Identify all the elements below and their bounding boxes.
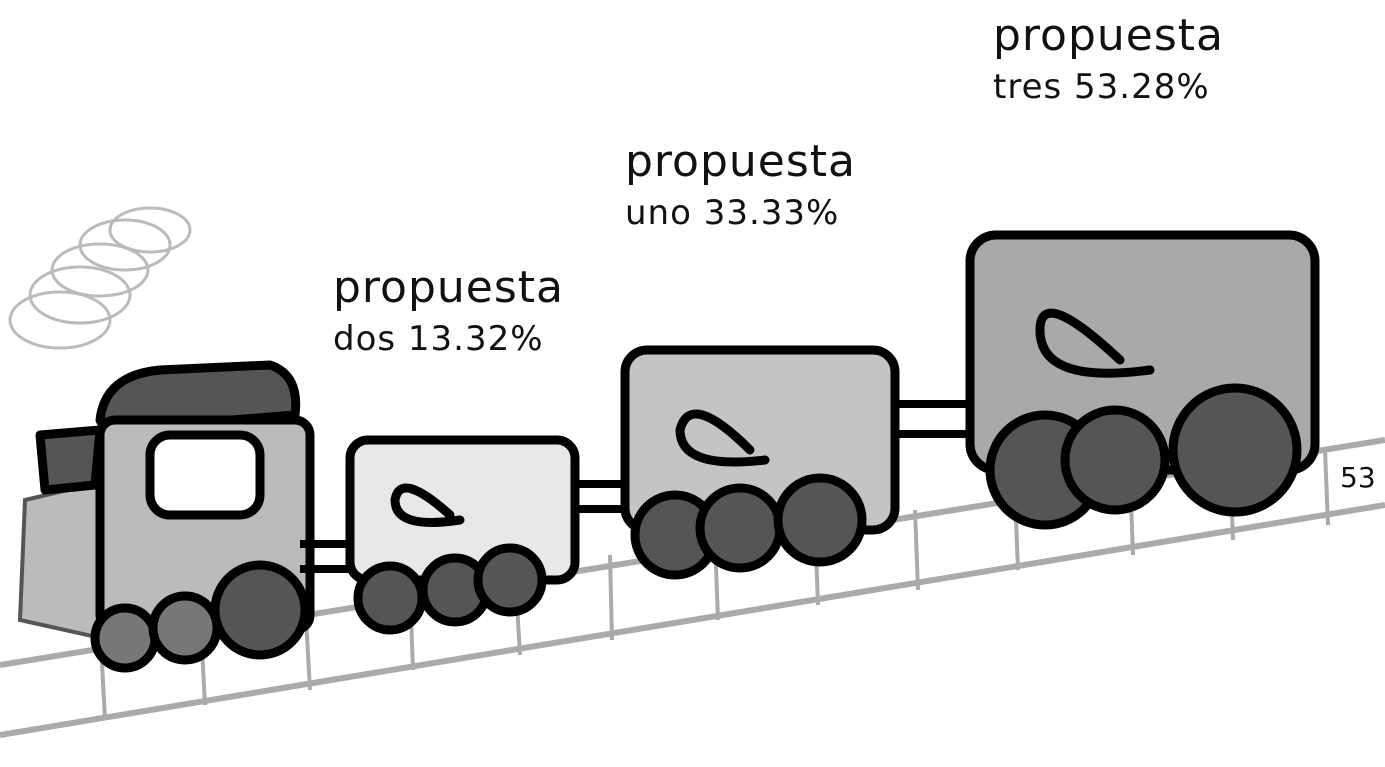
wagon xyxy=(965,230,1320,530)
wagon-detail: tres 53.28% xyxy=(993,67,1210,107)
wagon-title: propuesta xyxy=(625,136,856,187)
wagon-title: propuesta xyxy=(333,262,564,313)
wagon xyxy=(345,435,625,635)
wagon-detail: dos 13.32% xyxy=(333,319,544,359)
smoke xyxy=(8,206,192,350)
wagon-detail: uno 33.33% xyxy=(625,193,839,233)
page-number: 53 xyxy=(1340,461,1376,494)
wagon xyxy=(620,345,970,580)
locomotive xyxy=(17,360,350,673)
wagon-title: propuesta xyxy=(993,10,1224,61)
